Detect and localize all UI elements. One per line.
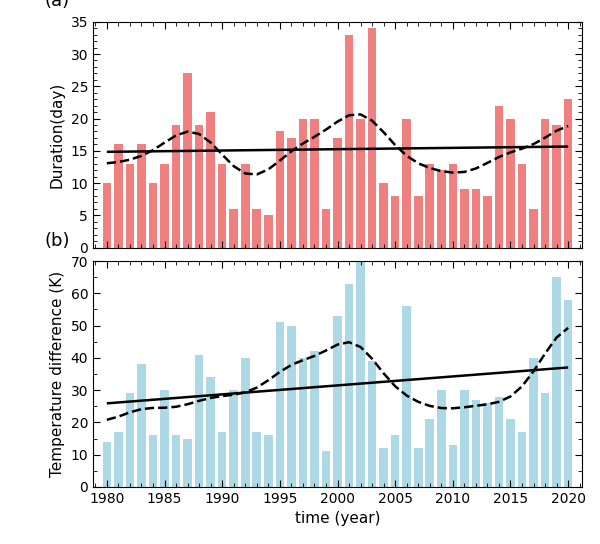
Bar	[414, 448, 422, 487]
Bar	[322, 209, 330, 248]
Bar	[494, 106, 503, 248]
Bar	[564, 300, 572, 487]
Bar	[356, 119, 365, 248]
Bar	[506, 119, 515, 248]
Bar	[529, 358, 538, 487]
Bar	[241, 164, 250, 248]
Bar	[553, 125, 561, 248]
Bar	[172, 435, 181, 487]
Bar	[564, 99, 572, 248]
Text: (b): (b)	[44, 232, 70, 250]
Bar	[379, 183, 388, 248]
Bar	[483, 403, 492, 487]
Bar	[172, 125, 181, 248]
Bar	[299, 358, 307, 487]
Bar	[195, 125, 203, 248]
Bar	[518, 432, 526, 487]
Text: (a): (a)	[44, 0, 69, 10]
Bar	[137, 364, 146, 487]
Bar	[229, 209, 238, 248]
Bar	[506, 419, 515, 487]
Bar	[472, 400, 480, 487]
Bar	[218, 432, 226, 487]
Bar	[345, 284, 353, 487]
Bar	[333, 138, 342, 248]
Bar	[553, 277, 561, 487]
Bar	[183, 73, 192, 248]
Bar	[287, 138, 296, 248]
Bar	[472, 189, 480, 248]
Bar	[114, 144, 122, 248]
Bar	[529, 209, 538, 248]
Bar	[103, 442, 111, 487]
Bar	[449, 445, 457, 487]
Bar	[437, 390, 446, 487]
Bar	[195, 355, 203, 487]
Bar	[229, 390, 238, 487]
Bar	[253, 432, 261, 487]
Bar	[275, 323, 284, 487]
Bar	[264, 435, 272, 487]
Bar	[241, 358, 250, 487]
Bar	[103, 183, 111, 248]
Bar	[403, 119, 411, 248]
Bar	[449, 164, 457, 248]
Bar	[391, 435, 400, 487]
Bar	[541, 393, 550, 487]
X-axis label: time (year): time (year)	[295, 511, 380, 526]
Bar	[310, 351, 319, 487]
Bar	[206, 112, 215, 248]
Bar	[333, 316, 342, 487]
Bar	[114, 432, 122, 487]
Bar	[125, 164, 134, 248]
Bar	[218, 164, 226, 248]
Y-axis label: Duration(day): Duration(day)	[50, 82, 65, 188]
Bar	[368, 361, 376, 487]
Bar	[460, 189, 469, 248]
Bar	[518, 164, 526, 248]
Bar	[287, 326, 296, 487]
Bar	[541, 119, 550, 248]
Bar	[310, 119, 319, 248]
Bar	[149, 435, 157, 487]
Bar	[425, 419, 434, 487]
Bar	[264, 215, 272, 248]
Bar	[275, 132, 284, 248]
Bar	[125, 393, 134, 487]
Bar	[253, 209, 261, 248]
Y-axis label: Temperature difference (K): Temperature difference (K)	[50, 271, 65, 477]
Bar	[160, 390, 169, 487]
Bar	[368, 28, 376, 248]
Bar	[483, 196, 492, 248]
Bar	[137, 144, 146, 248]
Bar	[356, 261, 365, 487]
Bar	[183, 438, 192, 487]
Bar	[425, 164, 434, 248]
Bar	[299, 119, 307, 248]
Bar	[460, 390, 469, 487]
Bar	[322, 452, 330, 487]
Bar	[206, 377, 215, 487]
Bar	[437, 170, 446, 248]
Bar	[391, 196, 400, 248]
Bar	[414, 196, 422, 248]
Bar	[403, 306, 411, 487]
Bar	[494, 397, 503, 487]
Bar	[345, 35, 353, 248]
Bar	[379, 448, 388, 487]
Bar	[160, 164, 169, 248]
Bar	[149, 183, 157, 248]
